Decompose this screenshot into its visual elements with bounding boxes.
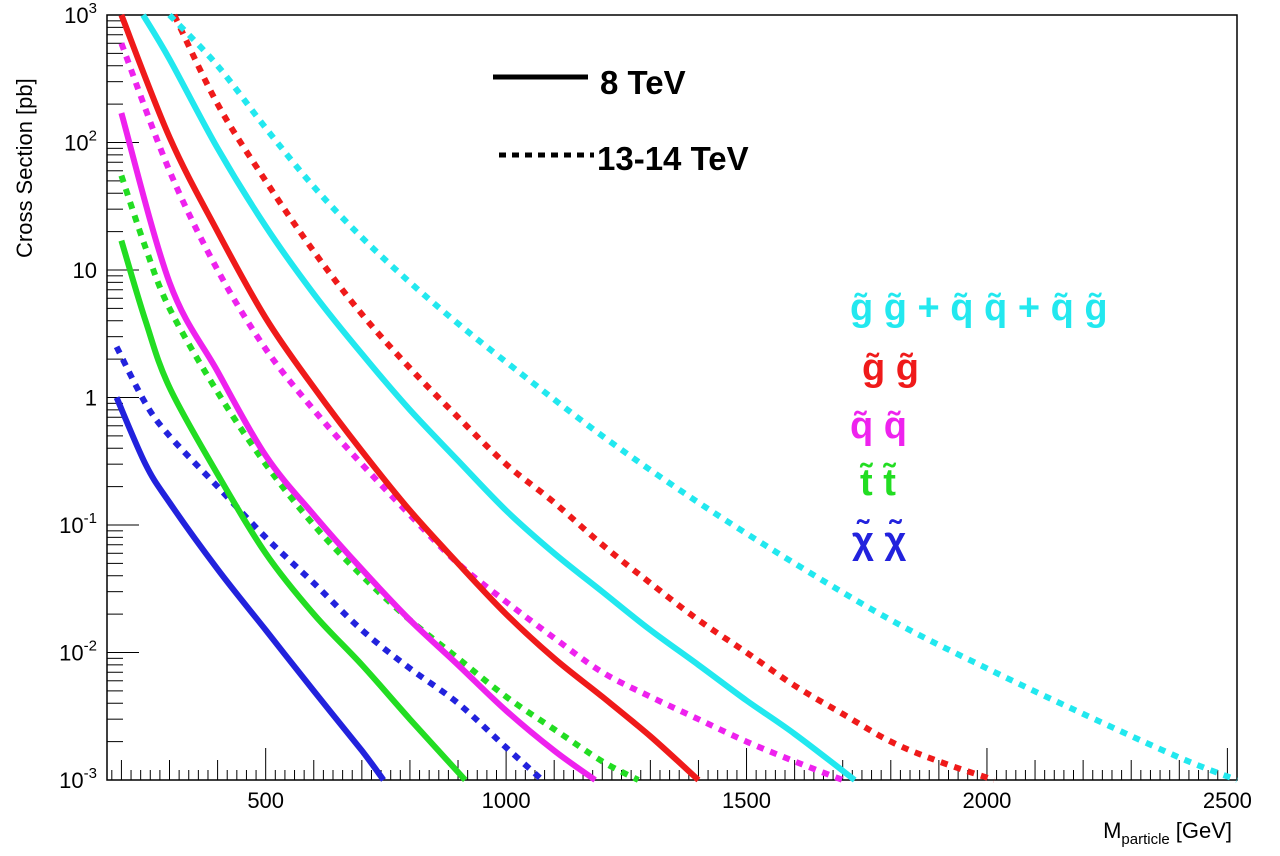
curve-gluino-gluino-13-14tev	[171, 13, 996, 783]
x-axis-title-sub: particle	[1121, 831, 1169, 848]
process-label-gluino-pair: g̃ g̃	[862, 347, 919, 389]
y-tick-label: 10-2	[59, 638, 97, 666]
x-axis-title-unit: [GeV]	[1176, 818, 1232, 843]
curve-chi-chi-8tev	[113, 396, 386, 782]
curve-stop-stop-13-14tev	[118, 174, 640, 783]
curve-all-strong-13-14tev	[167, 12, 1239, 783]
x-tick-label: 1500	[722, 788, 771, 813]
x-axis-title: Mparticle [GeV]	[1103, 818, 1232, 848]
plot-frame	[106, 14, 1238, 781]
y-tick-label: 10	[73, 258, 97, 283]
y-tick-label: 103	[64, 0, 97, 28]
curve-gluino-gluino-8tev	[118, 13, 701, 783]
legend: 8 TeV 13-14 TeV	[493, 64, 749, 177]
x-tick-label: 1000	[482, 788, 531, 813]
x-axis-title-main: M	[1103, 818, 1121, 843]
legend-label-8tev: 8 TeV	[600, 64, 686, 101]
curve-chi-chi-13-14tev	[113, 345, 545, 783]
y-tick-label: 102	[64, 128, 97, 156]
y-tick-label: 1	[85, 386, 97, 411]
process-label-stop-pair: t̃ t̃	[859, 461, 896, 504]
y-axis-title: Cross Section [pb]	[12, 78, 37, 258]
y-tick-label: 10-1	[59, 510, 97, 538]
legend-label-13-14tev: 13-14 TeV	[597, 140, 749, 177]
process-label-chargino-pair: χ̃ χ̃	[852, 518, 906, 562]
curve-squark-squark-13-14tev	[118, 42, 844, 783]
x-tick-label: 2000	[962, 788, 1011, 813]
x-tick-label: 2500	[1203, 788, 1252, 813]
y-tick-label: 10-3	[59, 765, 97, 793]
data-curves	[113, 12, 1239, 783]
process-labels: g̃ g̃ + q̃ q̃ + q̃ g̃ g̃ g̃ q̃ q̃ t̃ t̃ …	[850, 287, 1108, 562]
curve-squark-squark-8tev	[118, 112, 597, 783]
process-label-squark-pair: q̃ q̃	[850, 405, 907, 447]
tick-labels: 500 1000 1500 2000 2500 10-3 10-2 10-1 1 10 102 103	[59, 0, 1252, 813]
x-tick-label: 500	[247, 788, 284, 813]
curve-stop-stop-8tev	[118, 239, 468, 783]
process-label-all-strong: g̃ g̃ + q̃ q̃ + q̃ g̃	[850, 287, 1108, 329]
curve-all-strong-8tev	[140, 13, 857, 783]
